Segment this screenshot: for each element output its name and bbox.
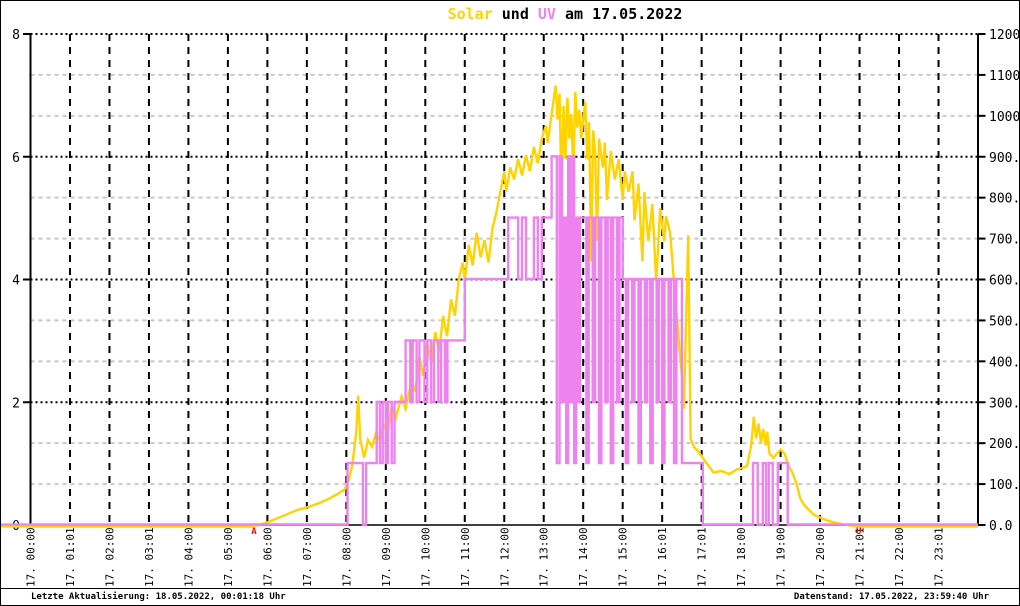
svg-text:17. 13:00: 17. 13:00 (538, 527, 551, 587)
svg-text:17. 03:01: 17. 03:01 (143, 527, 156, 587)
svg-text:17. 08:00: 17. 08:00 (340, 527, 353, 587)
svg-text:17. 09:00: 17. 09:00 (380, 527, 393, 587)
svg-text:17. 01:01: 17. 01:01 (64, 527, 77, 587)
svg-text:17. 21:01: 17. 21:01 (854, 527, 867, 587)
svg-text:4: 4 (12, 274, 20, 289)
svg-text:17. 12:00: 17. 12:00 (498, 527, 511, 587)
svg-text:17. 16:01: 17. 16:01 (656, 527, 669, 587)
status-bar: Letzte Aktualisierung: 18.05.2022, 00:01… (1, 588, 1019, 605)
svg-text:8: 8 (12, 28, 20, 43)
svg-text:17. 17:01: 17. 17:01 (696, 527, 709, 587)
svg-text:500.0: 500.0 (989, 314, 1020, 329)
svg-text:17. 15:00: 17. 15:00 (617, 527, 630, 587)
svg-text:1200.0: 1200.0 (989, 28, 1020, 43)
svg-text:2: 2 (12, 396, 20, 411)
zero-baseline (1, 523, 31, 528)
svg-text:17. 19:00: 17. 19:00 (775, 527, 788, 587)
sunrise-marker: A (251, 527, 257, 537)
x-axis-labels: 17. 00:00 17. 01:01 17. 02:00 17. 03:01 17. … (25, 527, 946, 587)
last-update-text: Letzte Aktualisierung: 18.05.2022, 00:01… (31, 592, 286, 602)
svg-text:6: 6 (12, 151, 20, 166)
svg-text:17. 06:00: 17. 06:00 (261, 527, 274, 587)
solar-uv-chart: 024680.0100.0200.0300.0400.0500.0600.070… (1, 28, 1020, 587)
svg-text:200.0: 200.0 (989, 437, 1020, 452)
title-solar: Solar (447, 5, 493, 23)
svg-text:800.0: 800.0 (989, 192, 1020, 207)
svg-text:17. 18:00: 17. 18:00 (735, 527, 748, 587)
svg-text:17. 23:01: 17. 23:01 (933, 527, 946, 587)
svg-text:700.0: 700.0 (989, 233, 1020, 248)
svg-text:17. 14:00: 17. 14:00 (577, 527, 590, 587)
right-axis-labels: 0.0 100.0 200.0 300.0 400.0 500.0 600.0 700.0 80… (978, 28, 1020, 534)
svg-text:0.0: 0.0 (989, 519, 1012, 534)
svg-text:1100.0: 1100.0 (989, 69, 1020, 84)
svg-text:17. 20:00: 17. 20:00 (814, 527, 827, 587)
svg-text:17. 22:00: 17. 22:00 (893, 527, 906, 587)
svg-text:17. 04:00: 17. 04:00 (182, 527, 195, 587)
left-axis-labels: 02468 (12, 28, 31, 534)
svg-text:17. 02:00: 17. 02:00 (103, 527, 116, 587)
svg-text:17. 10:00: 17. 10:00 (419, 527, 432, 587)
svg-text:300.0: 300.0 (989, 396, 1020, 411)
svg-text:1000.0: 1000.0 (989, 110, 1020, 125)
svg-text:17. 11:00: 17. 11:00 (459, 527, 472, 587)
svg-text:100.0: 100.0 (989, 478, 1020, 493)
svg-text:17. 00:00: 17. 00:00 (25, 527, 38, 587)
vertical-gridlines (68, 34, 940, 525)
series-solar-line (30, 85, 978, 528)
svg-text:400.0: 400.0 (989, 355, 1020, 370)
svg-text:17. 05:00: 17. 05:00 (222, 527, 235, 587)
series-uv-line (30, 155, 978, 526)
title-date: am 17.05.2022 (555, 5, 683, 23)
svg-text:900.0: 900.0 (989, 151, 1020, 166)
data-timestamp-text: Datenstand: 17.05.2022, 23:59:40 Uhr (793, 592, 989, 602)
title-und: und (492, 5, 538, 23)
sunset-marker: U (856, 527, 861, 537)
svg-text:17. 07:00: 17. 07:00 (301, 527, 314, 587)
title-uv: UV (537, 5, 556, 23)
svg-text:600.0: 600.0 (989, 274, 1020, 289)
chart-title: Solar und UV am 17.05.2022 (1, 5, 1019, 23)
